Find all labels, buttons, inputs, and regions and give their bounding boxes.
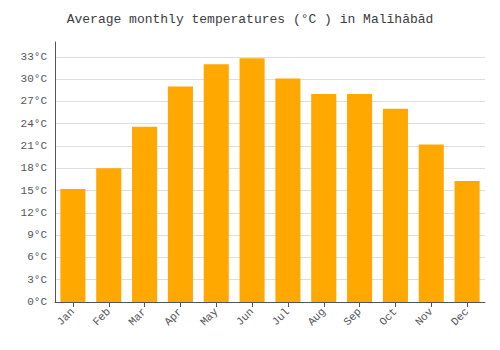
svg-text:Mar: Mar bbox=[126, 306, 148, 328]
svg-text:27°C: 27°C bbox=[21, 95, 48, 107]
svg-text:6°C: 6°C bbox=[27, 251, 47, 263]
svg-text:Jan: Jan bbox=[55, 306, 77, 328]
svg-text:Jun: Jun bbox=[234, 306, 256, 328]
svg-text:21°C: 21°C bbox=[21, 140, 48, 152]
svg-text:18°C: 18°C bbox=[21, 162, 48, 174]
svg-text:Dec: Dec bbox=[449, 306, 471, 328]
svg-text:Jul: Jul bbox=[270, 306, 292, 328]
svg-text:Feb: Feb bbox=[91, 306, 113, 328]
svg-text:Oct: Oct bbox=[377, 306, 399, 328]
svg-text:Apr: Apr bbox=[162, 306, 184, 328]
svg-text:May: May bbox=[198, 305, 221, 328]
svg-text:33°C: 33°C bbox=[21, 51, 48, 63]
svg-text:3°C: 3°C bbox=[27, 274, 47, 286]
svg-text:24°C: 24°C bbox=[21, 118, 48, 130]
svg-text:Aug: Aug bbox=[306, 306, 328, 328]
svg-text:12°C: 12°C bbox=[21, 207, 48, 219]
svg-text:Sep: Sep bbox=[341, 306, 363, 328]
svg-text:0°C: 0°C bbox=[27, 296, 47, 308]
svg-text:Average monthly temperatures (: Average monthly temperatures (°C ) in Ma… bbox=[67, 12, 434, 27]
svg-text:9°C: 9°C bbox=[27, 229, 47, 241]
svg-text:Nov: Nov bbox=[413, 305, 436, 328]
svg-text:30°C: 30°C bbox=[21, 73, 48, 85]
svg-text:15°C: 15°C bbox=[21, 185, 48, 197]
